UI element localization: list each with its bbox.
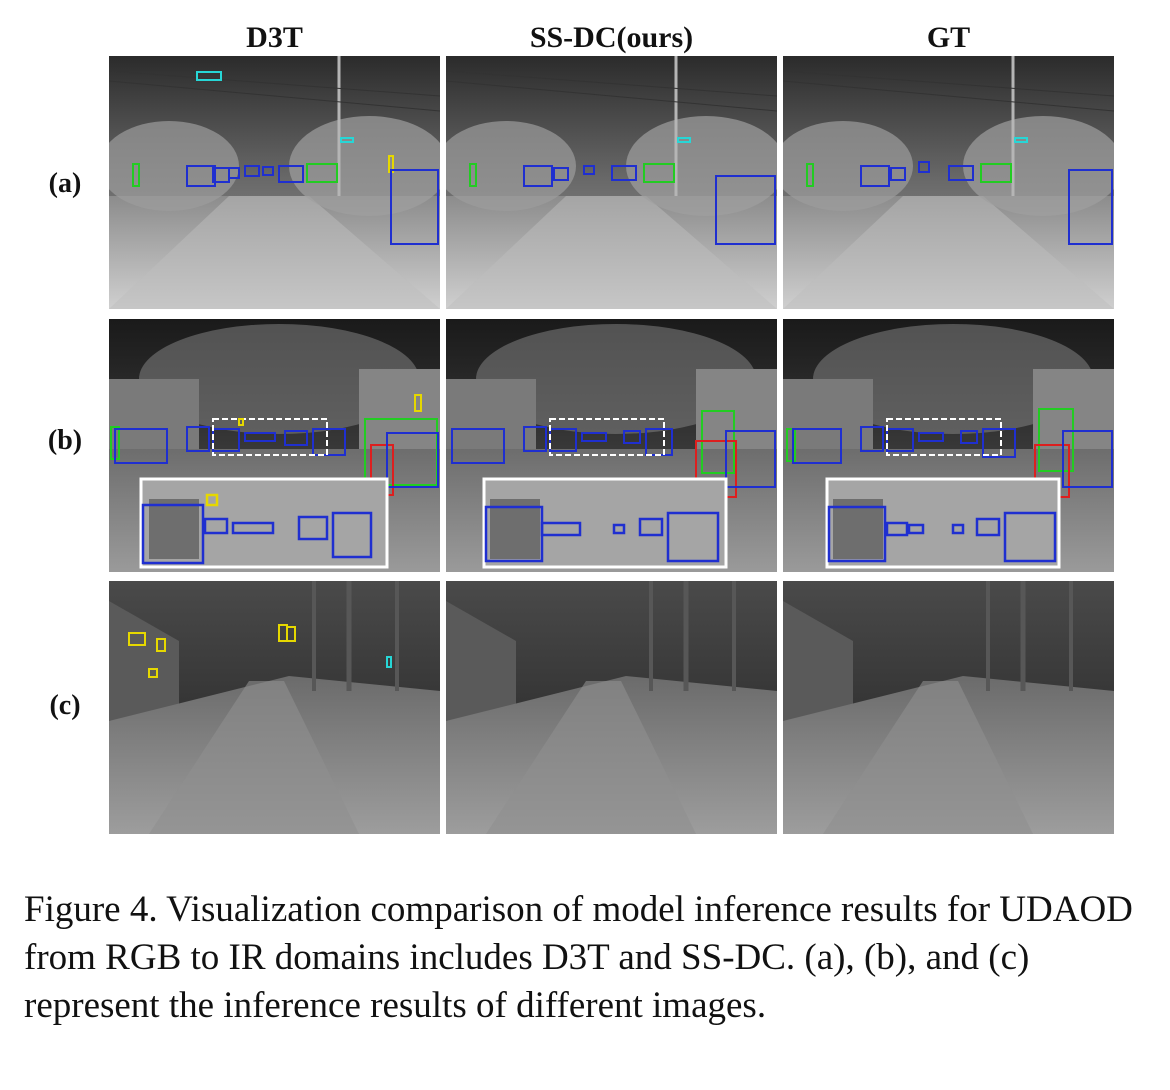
box-car — [982, 428, 1016, 458]
zoom-box-car — [203, 517, 229, 535]
zoom-box-car — [907, 523, 925, 535]
box-car — [386, 432, 439, 488]
box-sign — [386, 656, 392, 668]
box-car — [186, 426, 210, 452]
box-car — [312, 428, 346, 456]
image-b-d3t — [109, 319, 440, 572]
box-car — [523, 426, 547, 452]
zoom-box-car — [885, 521, 909, 537]
box-sign — [677, 137, 691, 143]
box-car — [860, 426, 884, 452]
box-car — [284, 430, 308, 446]
box-car — [715, 175, 776, 245]
box-light — [156, 638, 166, 652]
zoom-box-car — [638, 517, 664, 537]
image-a-gt — [783, 56, 1114, 309]
box-car — [244, 432, 276, 442]
box-car — [114, 428, 168, 464]
box-light — [148, 668, 158, 678]
zoom-region — [212, 418, 328, 456]
box-car — [1062, 430, 1113, 488]
box-car — [860, 165, 890, 187]
box-person — [806, 163, 814, 187]
box-car — [278, 165, 304, 183]
box-car — [890, 167, 906, 181]
image-c-ssdc — [446, 581, 777, 834]
box-car — [611, 165, 637, 181]
column-title-gt: GT — [926, 21, 971, 54]
image-a-ssdc — [446, 56, 777, 309]
zoom-box-light — [205, 493, 219, 507]
column-title-ssdc: SS-DC(ours) — [529, 21, 694, 54]
box-person — [786, 428, 796, 462]
box-car — [244, 165, 260, 177]
box-person — [306, 163, 338, 183]
box-sign — [1014, 137, 1028, 143]
box-sign — [340, 137, 354, 143]
box-person — [469, 163, 477, 187]
zoom-box-car — [975, 517, 1001, 537]
box-light — [238, 418, 244, 426]
box-car — [918, 161, 930, 173]
box-person — [1038, 408, 1074, 472]
image-c-d3t — [109, 581, 440, 834]
box-car — [623, 430, 641, 444]
zoom-box-car — [141, 503, 205, 565]
box-person — [980, 163, 1012, 183]
zoom-region — [886, 418, 1002, 456]
box-car — [960, 430, 978, 444]
box-light — [414, 394, 422, 412]
zoom-box-car — [331, 511, 373, 559]
row-label-b: (b) — [47, 425, 83, 456]
box-light — [286, 626, 296, 642]
box-car — [186, 165, 216, 187]
zoom-box-car — [540, 521, 582, 537]
box-car — [948, 165, 974, 181]
figure-caption: Figure 4. Visualization comparison of mo… — [24, 889, 1133, 1026]
box-car — [523, 165, 553, 187]
box-car — [581, 432, 607, 442]
row-label-a: (a) — [48, 168, 82, 199]
zoom-box-car — [951, 523, 965, 535]
box-car — [583, 165, 595, 175]
box-person — [643, 163, 675, 183]
box-car — [228, 167, 240, 179]
box-car — [725, 430, 776, 488]
zoom-box-car — [1003, 511, 1057, 563]
box-car — [792, 428, 842, 464]
box-car — [262, 166, 274, 176]
box-car — [918, 432, 944, 442]
row-label-c: (c) — [49, 690, 81, 721]
zoom-box-car — [612, 523, 626, 535]
zoom-box-car — [297, 515, 329, 541]
image-a-d3t — [109, 56, 440, 309]
image-b-gt — [783, 319, 1114, 572]
image-c-gt — [783, 581, 1114, 834]
box-light — [128, 632, 146, 646]
box-person — [132, 163, 140, 187]
zoom-box-car — [827, 505, 887, 563]
box-car — [553, 167, 569, 181]
box-car — [451, 428, 505, 464]
zoom-box-car — [666, 511, 720, 563]
box-car — [390, 169, 439, 245]
image-b-ssdc — [446, 319, 777, 572]
zoom-region — [549, 418, 665, 456]
zoom-box-car — [231, 521, 275, 535]
box-car — [1068, 169, 1113, 245]
column-title-d3t: D3T — [246, 21, 303, 54]
box-sign — [196, 71, 222, 81]
